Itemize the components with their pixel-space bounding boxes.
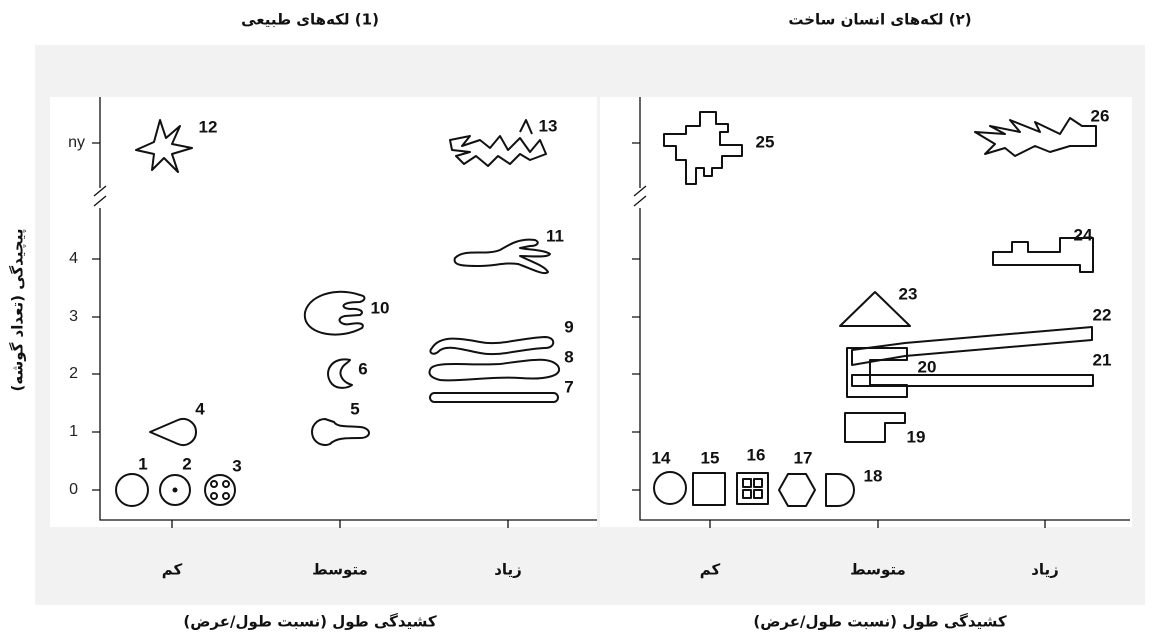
left-plot xyxy=(50,97,597,527)
shape-label: 3 xyxy=(232,456,241,475)
shape-label: 4 xyxy=(195,399,205,418)
y-tick-label: ny xyxy=(68,134,85,151)
shape-label: 9 xyxy=(564,317,573,336)
shape-label: 22 xyxy=(1093,305,1112,324)
shape-label: 26 xyxy=(1091,106,1110,125)
y-tick-label: 1 xyxy=(69,423,78,440)
y-tick-label: 4 xyxy=(69,250,78,267)
x-title: کشیدگی طول (نسبت طول/عرض) xyxy=(183,613,437,631)
x-title: کشیدگی طول (نسبت طول/عرض) xyxy=(753,613,1007,631)
shape-label: 23 xyxy=(899,284,918,303)
shape-label: 7 xyxy=(564,377,573,396)
shape-label: 19 xyxy=(907,427,926,446)
panel-title: (1) لکه‌های طبیعی xyxy=(241,11,379,29)
shape-label: 18 xyxy=(864,466,883,485)
shape-numbers: 1 2 3 4 5 6 7 8 9 10 11 12 13 14 15 16 1… xyxy=(138,106,1111,485)
shape-label: 14 xyxy=(652,448,671,467)
panel-title: (۲) لکه‌های انسان ساخت xyxy=(788,11,971,29)
shape-label: 11 xyxy=(546,226,564,245)
x-tick-label: کم xyxy=(700,561,721,579)
y-tick-label: 3 xyxy=(69,308,78,325)
shape-label: 15 xyxy=(701,448,720,467)
left-axes xyxy=(92,97,597,528)
shape-label: 25 xyxy=(756,132,775,151)
shape-label: 21 xyxy=(1093,350,1112,369)
shape-label: 24 xyxy=(1074,225,1093,244)
y-tick-label: 0 xyxy=(69,481,78,498)
x-tick-label: کم xyxy=(162,561,183,579)
natural-shapes xyxy=(115,119,561,507)
right-plot xyxy=(600,97,1132,527)
x-tick-label: زیاد xyxy=(494,561,522,579)
shape-label: 2 xyxy=(182,454,191,473)
shape-label: 12 xyxy=(199,117,218,136)
shape-label: 10 xyxy=(371,298,390,317)
shape-label: 13 xyxy=(539,116,558,135)
x-tick-label: متوسط xyxy=(850,561,906,579)
shape-label: 8 xyxy=(564,347,573,366)
shape-label: 16 xyxy=(747,445,766,464)
y-tick-label: 2 xyxy=(69,365,78,382)
shape-label: 20 xyxy=(918,357,937,376)
shape-label: 17 xyxy=(794,448,813,467)
x-tick-label: متوسط xyxy=(312,561,368,579)
y-title: پیچیدگی (تعداد گوشه) xyxy=(9,229,28,392)
shape-label: 6 xyxy=(358,359,367,378)
man-made-shapes xyxy=(653,111,1097,507)
right-axes xyxy=(632,97,1130,528)
shape-label: 1 xyxy=(138,454,147,473)
x-tick-label: زیاد xyxy=(1031,561,1059,579)
shape-label: 5 xyxy=(350,399,359,418)
